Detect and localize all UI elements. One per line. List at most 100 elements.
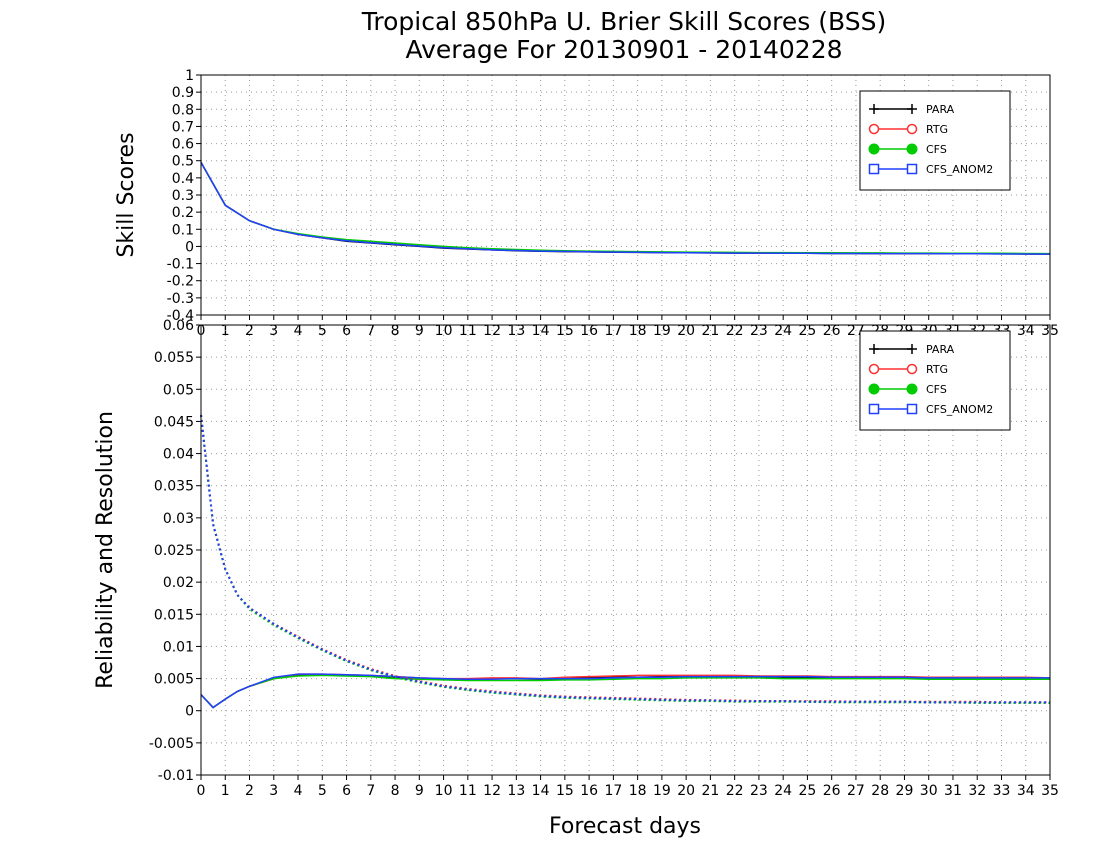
top-y-tick-labels: -0.4-0.3-0.2-0.100.10.20.30.40.50.60.70.… [167, 68, 201, 324]
bottom-legend-rtg-marker [906, 363, 918, 375]
top-y-tick-label: -0.3 [167, 291, 194, 307]
bottom-x-tick-label: 9 [415, 783, 424, 799]
reliability-resolution-panel: -0.01 -0.005 0 0.005 0.01 0.015 0.02 0.025 0.03 0… [93, 318, 1059, 839]
bottom-x-tick-label: 7 [366, 783, 375, 799]
bottom-x-tick-labels: 0 1 2 3 4 5 6 7 8 9 10 11 12 13 14 15 16 17 18 19 20 21 22 23 24… [197, 775, 1059, 799]
bottom-x-tick-label: 18 [629, 783, 647, 799]
bottom-legend-cfs-anom2-marker [906, 403, 918, 415]
chart-title-line2: Average For 20130901 - 20140228 [405, 35, 842, 64]
bottom-legend-para-marker [907, 344, 917, 354]
top-y-tick-label: 0 [185, 239, 194, 255]
bottom-x-tick-label: 21 [701, 783, 719, 799]
bottom-legend-rtg-marker [868, 363, 880, 375]
top-y-tick-label: 0.4 [172, 171, 194, 187]
bottom-y-tick-label: 0.02 [163, 575, 194, 591]
bottom-y-tick-label: 0.015 [154, 607, 194, 623]
top-legend-cfs-label: CFS [926, 143, 947, 156]
top-y-tick-label: -0.1 [167, 257, 194, 273]
top-legend-para-marker [907, 104, 917, 114]
bottom-y-axis-label: Reliability and Resolution [93, 411, 118, 689]
bottom-reliability-line-cfs-anom2 [200, 414, 1050, 704]
top-legend-rtg-label: RTG [926, 123, 948, 136]
top-y-tick-label: 0.6 [172, 137, 194, 153]
top-legend-cfs-anom2-label: CFS_ANOM2 [926, 163, 993, 176]
bottom-x-tick-label: 10 [435, 783, 453, 799]
bottom-x-tick-label: 26 [823, 783, 841, 799]
top-y-tick-label: 0.7 [172, 119, 194, 135]
top-legend-para-marker [869, 104, 879, 114]
top-y-tick-label: -0.2 [167, 274, 194, 290]
bottom-x-tick-label: 27 [847, 783, 865, 799]
bottom-legend-cfs-label: CFS [926, 383, 947, 396]
bottom-x-tick-label: 15 [556, 783, 574, 799]
bottom-y-tick-label: 0.06 [163, 318, 194, 334]
bottom-y-tick-label: 0.045 [154, 414, 194, 430]
bottom-y-tick-label: 0.01 [163, 639, 194, 655]
bottom-x-tick-label: 25 [799, 783, 817, 799]
bottom-resolution-line-cfs-anom2 [200, 673, 1050, 709]
bottom-y-tick-label: 0 [185, 704, 194, 720]
bottom-reliability-line-rtg [200, 414, 1050, 704]
bottom-x-tick-label: 30 [920, 783, 938, 799]
bottom-x-tick-label: 8 [391, 783, 400, 799]
chart-title-line1: Tropical 850hPa U. Brier Skill Scores (B… [361, 7, 886, 36]
bottom-x-tick-label: 6 [342, 783, 351, 799]
bottom-x-tick-label: 14 [532, 783, 550, 799]
top-legend-cfs-marker [868, 143, 880, 155]
bottom-y-tick-label: 0.04 [163, 447, 194, 463]
bottom-x-tick-label: 20 [677, 783, 695, 799]
bottom-y-tick-label: -0.01 [158, 768, 194, 784]
bottom-gridlines [200, 324, 1051, 776]
bottom-x-tick-label: 35 [1041, 783, 1059, 799]
bottom-y-tick-label: 0.025 [154, 543, 194, 559]
bottom-y-tick-label: 0.055 [154, 350, 194, 366]
bottom-legend-cfs-marker [906, 383, 918, 395]
bottom-x-tick-label: 32 [968, 783, 986, 799]
top-y-tick-label: 0.5 [172, 154, 194, 170]
top-y-tick-label: 0.2 [172, 205, 194, 221]
bottom-x-tick-label: 31 [944, 783, 962, 799]
top-gridlines [200, 74, 1051, 316]
top-legend-cfs-marker [906, 143, 918, 155]
bottom-legend-cfs-marker [868, 383, 880, 395]
top-legend-cfs-anom2-marker [868, 163, 880, 175]
bottom-legend-rtg-label: RTG [926, 363, 948, 376]
bottom-reliability-line-cfs [200, 414, 1050, 704]
bottom-x-tick-label: 28 [871, 783, 889, 799]
bottom-series-lines [200, 414, 1051, 709]
bottom-y-tick-label: 0.05 [163, 382, 194, 398]
top-legend: PARA RTG CFS CFS_ANOM2 [859, 90, 1011, 191]
bottom-y-tick-label: 0.03 [163, 511, 194, 527]
top-y-tick-label: 0.9 [172, 85, 194, 101]
bottom-x-tick-label: 22 [726, 783, 744, 799]
bottom-legend-para-label: PARA [926, 343, 955, 356]
x-axis-label: Forecast days [549, 814, 701, 839]
bottom-x-tick-label: 2 [245, 783, 254, 799]
bottom-x-tick-label: 34 [1017, 783, 1035, 799]
bottom-x-tick-label: 4 [294, 783, 303, 799]
bottom-resolution-line-cfs [200, 674, 1050, 709]
top-y-tick-label: 1 [185, 68, 194, 84]
bottom-x-tick-label: 0 [197, 783, 206, 799]
bottom-x-tick-label: 1 [221, 783, 230, 799]
bottom-x-tick-label: 33 [993, 783, 1011, 799]
bottom-legend-cfs-anom2-label: CFS_ANOM2 [926, 403, 993, 416]
bottom-legend: PARA RTG CFS CFS_ANOM2 [859, 330, 1011, 431]
top-legend-rtg-marker [868, 123, 880, 135]
bottom-x-tick-label: 13 [507, 783, 525, 799]
top-legend-rtg-marker [906, 123, 918, 135]
bottom-x-tick-label: 19 [653, 783, 671, 799]
top-series-line-cfs-anom2 [200, 162, 1051, 255]
bottom-x-tick-label: 16 [580, 783, 598, 799]
skill-score-panel: -0.4-0.3-0.2-0.100.10.20.30.40.50.60.70.… [114, 68, 1059, 339]
bottom-x-tick-label: 3 [269, 783, 278, 799]
bottom-y-tick-label: -0.005 [149, 736, 194, 752]
top-legend-para-label: PARA [926, 103, 955, 116]
bottom-reliability-line-para [200, 414, 1050, 704]
bottom-x-tick-label: 24 [774, 783, 792, 799]
top-legend-cfs-anom2-marker [906, 163, 918, 175]
top-y-tick-label: 0.3 [172, 188, 194, 204]
bottom-legend-para-marker [869, 344, 879, 354]
top-y-tick-label: 0.1 [172, 222, 194, 238]
